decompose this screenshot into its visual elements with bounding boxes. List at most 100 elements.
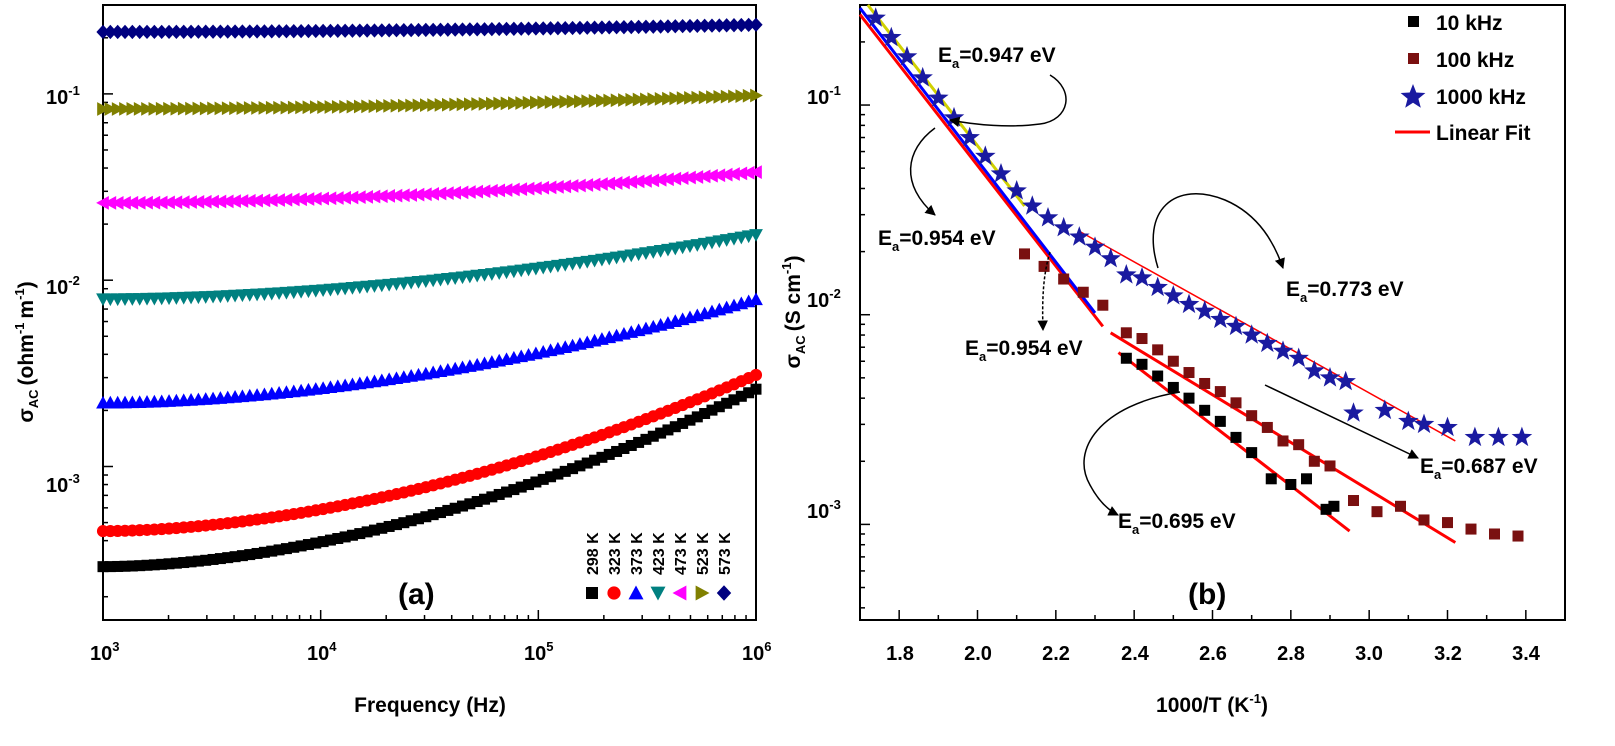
- data-point: [235, 194, 249, 208]
- data-point: [317, 100, 330, 114]
- data-point: [624, 175, 638, 189]
- arrow-ea-0954-upper: [909, 127, 936, 216]
- data-point: [294, 23, 308, 39]
- data-point: [508, 484, 520, 496]
- data-point: [295, 100, 308, 115]
- fit-line: [858, 7, 1097, 314]
- annotation-ea-0947: Ea=0.947 eV: [938, 44, 1056, 71]
- data-point: [1320, 503, 1332, 515]
- data-point: [1489, 528, 1500, 540]
- data-point: [257, 193, 271, 208]
- data-point: [214, 553, 226, 565]
- data-point: [178, 557, 190, 569]
- data-point: [199, 101, 213, 116]
- data-point: [721, 397, 733, 409]
- data-point: [596, 93, 609, 108]
- legend-marker-298K: [586, 587, 598, 599]
- data-point: [975, 145, 996, 165]
- b-x-tick-2.2: 2.2: [1042, 643, 1070, 665]
- data-point: [134, 560, 146, 572]
- data-point: [559, 465, 571, 477]
- data-point: [418, 187, 432, 202]
- data-point: [251, 101, 264, 115]
- data-point: [104, 561, 116, 573]
- data-point: [390, 519, 402, 531]
- data-point: [537, 95, 551, 110]
- data-point: [1511, 426, 1533, 447]
- data-point: [184, 195, 197, 209]
- data-point: [669, 91, 683, 106]
- data-point: [573, 178, 586, 193]
- data-point: [396, 188, 410, 203]
- data-point: [690, 170, 704, 184]
- data-point: [1371, 506, 1383, 518]
- data-point: [1147, 276, 1168, 297]
- data-point: [500, 96, 514, 111]
- data-point: [551, 21, 565, 36]
- data-point: [1246, 447, 1258, 459]
- data-point: [602, 20, 616, 35]
- data-point: [147, 24, 161, 40]
- data-point: [455, 185, 469, 200]
- legend-label-373K: 373 K: [629, 532, 646, 575]
- data-point: [470, 22, 484, 37]
- data-point: [706, 404, 718, 416]
- data-point: [508, 96, 521, 111]
- data-point: [1246, 410, 1258, 422]
- data-point: [749, 368, 763, 382]
- data-point: [184, 24, 198, 39]
- panel-a: 103 104 105 106 10-3 10-2 10-1 Frequency…: [12, 4, 771, 717]
- data-point: [463, 22, 477, 37]
- data-point: [302, 539, 314, 551]
- data-point: [140, 24, 154, 40]
- data-point: [1136, 358, 1148, 370]
- data-point: [646, 173, 660, 188]
- panel-b-fit-lines: [858, 4, 1457, 544]
- data-point: [523, 479, 535, 491]
- data-point: [865, 7, 886, 27]
- series-298K: [97, 383, 762, 573]
- panel-b-series: [865, 7, 1533, 542]
- data-point: [118, 24, 132, 40]
- data-point: [1301, 473, 1312, 485]
- data-point: [302, 100, 316, 115]
- data-point: [558, 179, 572, 194]
- data-point: [617, 175, 630, 190]
- data-point: [390, 98, 404, 113]
- arrow-ea-0695: [1083, 391, 1181, 516]
- data-point: [647, 430, 659, 442]
- data-point: [543, 21, 558, 36]
- data-point: [411, 22, 426, 38]
- b-x-tick-3.2: 3.2: [1434, 643, 1462, 665]
- data-point: [198, 194, 212, 209]
- data-point: [639, 19, 653, 34]
- data-point: [97, 102, 110, 116]
- data-point: [543, 180, 557, 195]
- b-x-tick-3.0: 3.0: [1355, 643, 1383, 665]
- data-point: [427, 509, 439, 521]
- data-point: [103, 195, 117, 210]
- data-point: [928, 87, 949, 107]
- data-point: [1120, 352, 1132, 364]
- data-point: [360, 23, 374, 38]
- data-point: [1442, 517, 1453, 529]
- series-423K: [96, 229, 763, 307]
- data-point: [536, 180, 550, 195]
- data-point: [603, 448, 615, 460]
- data-point: [442, 504, 454, 516]
- data-point: [242, 193, 256, 208]
- data-point: [213, 24, 227, 39]
- data-point: [486, 96, 499, 111]
- legend-marker-100kHz: [1408, 53, 1419, 64]
- data-point: [654, 19, 668, 34]
- data-point: [484, 183, 498, 198]
- data-point: [749, 165, 762, 180]
- data-point: [624, 19, 638, 35]
- data-point: [433, 186, 447, 201]
- data-point: [1304, 360, 1325, 380]
- data-point: [493, 488, 505, 500]
- data-point: [750, 88, 763, 103]
- b-y-tick-1e-2: 10-2: [807, 286, 841, 312]
- data-point: [589, 454, 601, 466]
- data-point: [427, 98, 441, 112]
